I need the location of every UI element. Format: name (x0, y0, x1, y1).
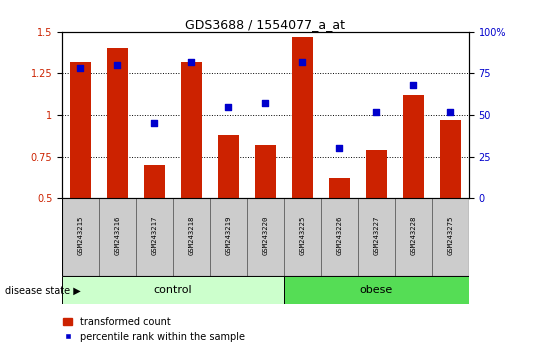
Text: obese: obese (360, 285, 393, 295)
Point (409, 82, 418, 88)
Bar (210, 198, 247, 276)
Text: GSM243220: GSM243220 (262, 216, 268, 255)
Point (372, 109, 381, 115)
Point (150, 120, 159, 126)
Bar (284, 198, 321, 276)
Bar (284, 276, 469, 304)
Text: GSM243216: GSM243216 (114, 216, 121, 255)
Bar (255, 145, 275, 198)
Text: GSM243218: GSM243218 (189, 216, 195, 255)
Bar (136, 198, 173, 276)
Point (76, 65, 85, 71)
Title: GDS3688 / 1554077_a_at: GDS3688 / 1554077_a_at (185, 18, 345, 31)
Bar (247, 198, 284, 276)
Bar (99, 198, 136, 276)
Bar (181, 62, 202, 198)
Bar (440, 120, 461, 198)
Text: GSM243227: GSM243227 (374, 216, 379, 255)
Bar (395, 198, 432, 276)
Text: GSM243275: GSM243275 (447, 216, 453, 255)
Point (187, 59, 196, 65)
Bar (321, 198, 358, 276)
Bar (292, 37, 313, 198)
Bar (62, 198, 99, 276)
Bar (367, 150, 386, 198)
Point (298, 59, 307, 65)
Bar (218, 135, 239, 198)
Text: GSM243226: GSM243226 (336, 216, 342, 255)
Bar (107, 48, 128, 198)
Text: GSM243219: GSM243219 (225, 216, 231, 255)
Bar (358, 198, 395, 276)
Text: GSM243217: GSM243217 (151, 216, 157, 255)
Text: GSM243225: GSM243225 (300, 216, 306, 255)
Legend: transformed count, percentile rank within the sample: transformed count, percentile rank withi… (59, 313, 249, 346)
Point (113, 62, 122, 68)
Text: GSM243215: GSM243215 (78, 216, 84, 255)
Bar (70, 62, 91, 198)
Text: control: control (154, 285, 192, 295)
Point (224, 104, 233, 110)
Bar (403, 95, 424, 198)
Bar (432, 198, 469, 276)
Text: GSM243228: GSM243228 (410, 216, 417, 255)
Point (261, 101, 270, 106)
Text: disease state ▶: disease state ▶ (5, 285, 81, 295)
Bar (62, 276, 284, 304)
Bar (173, 198, 210, 276)
Point (446, 109, 455, 115)
Bar (144, 165, 164, 198)
Bar (329, 178, 350, 198)
Point (335, 145, 344, 151)
